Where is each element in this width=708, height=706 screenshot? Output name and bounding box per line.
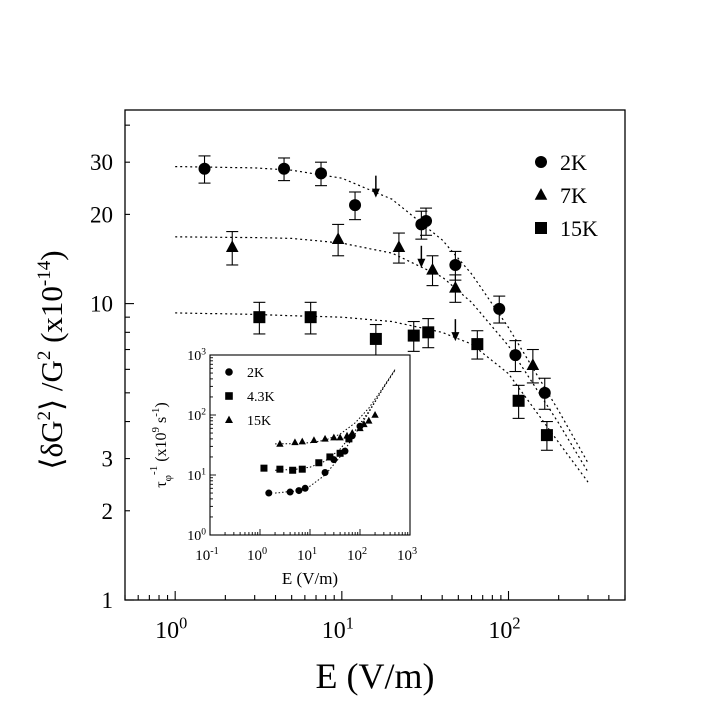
main-point-2K [493, 302, 506, 315]
arrow-head [371, 188, 380, 198]
main-chart-marks: 100 101 102 1 2 3 10 20 30 2K 7K 15K [90, 124, 626, 644]
inset-legend-label: 4.3K [247, 390, 275, 405]
main-point-2K [198, 162, 211, 175]
main-point-15K [304, 311, 317, 324]
inset-point-15K [348, 429, 356, 436]
main-legend-marker-15K [535, 222, 547, 234]
main-point-2K [420, 214, 433, 227]
main-point-2K [278, 162, 291, 175]
inset-point-2K [295, 487, 303, 495]
main-y-tick-label: 3 [102, 447, 114, 472]
inset-x-axis-label: E (V/m) [282, 569, 338, 588]
main-y-tick-label: 30 [90, 150, 113, 175]
main-legend-label: 15K [560, 216, 598, 241]
inset-point-15K [291, 438, 299, 446]
inset-point-15K [321, 434, 329, 442]
main-y-tick-label: 10 [90, 292, 113, 317]
main-point-2K [509, 349, 522, 362]
inset-point-15K [330, 433, 338, 441]
main-fit-curve [175, 236, 589, 473]
main-point-15K [253, 311, 266, 324]
inset-point-4.3K [336, 449, 344, 457]
main-point-15K [512, 394, 525, 407]
main-y-tick-label: 20 [90, 202, 113, 227]
main-legend-label: 7K [560, 183, 587, 208]
main-point-7K [526, 358, 540, 370]
inset-y-tick-label: 102 [187, 407, 206, 424]
inset-x-tick-label: 102 [347, 546, 367, 564]
inset-y-tick-label: 103 [187, 347, 206, 364]
inset-legend-marker-4.3K [225, 392, 233, 400]
inset-point-15K [360, 420, 368, 428]
main-point-15K [407, 329, 420, 342]
inset-point-2K [321, 469, 329, 477]
inset-point-2K [265, 489, 273, 497]
main-point-7K [449, 280, 462, 293]
inset-x-tick-label: 103 [397, 546, 417, 564]
inset-point-15K [276, 439, 284, 447]
inset-chart-marks: 10-1 100 101 102 103 100 101 102 103 2K 4.3K 15K [187, 347, 417, 564]
inset-point-15K [310, 436, 318, 444]
main-x-tick-label: 101 [322, 613, 354, 644]
main-point-15K [471, 338, 484, 351]
main-x-tick-label: 100 [155, 613, 187, 644]
inset-y-tick-label: 101 [187, 467, 206, 484]
main-point-7K [225, 240, 239, 252]
inset-legend-label: 15K [247, 414, 271, 429]
main-y-tick-label: 1 [102, 588, 114, 613]
inset-point-15K [356, 424, 364, 432]
inset-x-tick-label: 10-1 [195, 546, 219, 564]
inset-point-4.3K [345, 435, 353, 443]
inset-point-15K [371, 410, 379, 418]
inset-point-2K [301, 484, 309, 492]
inset-y-axis-label: τφ-1 (x109 s-1) [148, 402, 174, 488]
inset-legend-marker-2K [225, 368, 233, 376]
main-y-axis-label: ⟨δG2⟩ /G2 (x10-14) [34, 250, 69, 469]
main-x-tick-label: 102 [488, 613, 520, 644]
arrow-head [417, 258, 426, 268]
main-plot-frame [124, 109, 626, 601]
inset-y-tick-label: 100 [187, 527, 206, 544]
main-legend-marker-7K [534, 188, 548, 200]
main-legend-marker-2K [535, 156, 547, 168]
inset-x-tick-label: 100 [247, 546, 267, 564]
inset-point-4.3K [298, 465, 306, 473]
arrow-head [451, 332, 460, 342]
main-point-2K [449, 258, 462, 271]
main-y-tick-label: 2 [102, 499, 114, 524]
inset-point-15K [336, 433, 344, 441]
main-point-15K [540, 429, 553, 442]
inset-point-4.3K [326, 453, 334, 461]
main-point-7K [392, 240, 406, 252]
inset-plot-frame [209, 354, 411, 536]
main-point-7K [426, 262, 439, 275]
main-point-7K [331, 232, 345, 244]
main-point-2K [538, 386, 551, 399]
main-point-15K [422, 326, 435, 339]
inset-point-15K [343, 431, 351, 439]
inset-point-15K [365, 416, 373, 424]
inset-legend-marker-15K [225, 415, 233, 424]
inset-x-tick-label: 101 [297, 546, 317, 564]
inset-legend-label: 2K [247, 366, 264, 381]
inset-point-4.3K [276, 465, 284, 473]
inset-point-2K [286, 488, 294, 496]
main-point-2K [349, 199, 362, 212]
main-x-axis-label: E (V/m) [316, 656, 435, 696]
main-legend-label: 2K [560, 150, 587, 175]
inset-point-15K [298, 437, 306, 445]
inset-point-4.3K [260, 464, 268, 472]
main-point-15K [369, 332, 382, 345]
inset-point-4.3K [289, 466, 297, 474]
main-point-2K [315, 167, 328, 180]
inset-point-4.3K [315, 459, 323, 467]
